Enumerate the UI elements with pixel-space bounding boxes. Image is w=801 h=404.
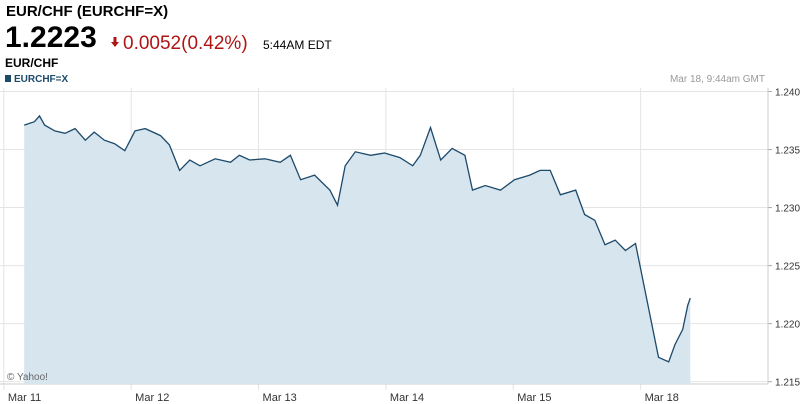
quote-time: 5:44AM EDT xyxy=(263,38,332,52)
x-tick-label: Mar 12 xyxy=(135,392,169,404)
down-arrow xyxy=(111,37,119,47)
credit: © Yahoo! xyxy=(7,372,48,383)
y-tick-label: 1.220 xyxy=(775,320,800,331)
legend-label: EURCHF=X xyxy=(14,74,69,85)
y-tick-label: 1.215 xyxy=(775,378,800,389)
x-tick-label: Mar 18 xyxy=(645,392,679,404)
price-line xyxy=(23,114,691,363)
plot: 1.240 1.235 1.230 1.225 1.220 1.215 Mar 11 Mar … xyxy=(0,87,800,404)
timestamp: Mar 18, 9:44am GMT xyxy=(670,74,765,85)
y-tick-label: 1.240 xyxy=(775,87,800,98)
quote-title: EUR/CHF (EURCHF=X) xyxy=(6,3,169,20)
x-tick-label: Mar 13 xyxy=(263,392,297,404)
legend-swatch xyxy=(5,75,11,82)
x-tick-label: Mar 11 xyxy=(8,392,41,404)
price-change: 0.0052(0.42%) xyxy=(123,33,248,54)
y-tick-label: 1.235 xyxy=(775,146,800,157)
chart-title: EUR/CHF xyxy=(5,56,58,70)
x-tick-label: Mar 14 xyxy=(390,392,424,404)
price: 1.2223 xyxy=(5,21,97,54)
y-tick-label: 1.230 xyxy=(775,204,800,215)
x-tick-label: Mar 15 xyxy=(517,392,551,404)
area xyxy=(24,115,691,385)
y-tick-label: 1.225 xyxy=(775,262,800,273)
